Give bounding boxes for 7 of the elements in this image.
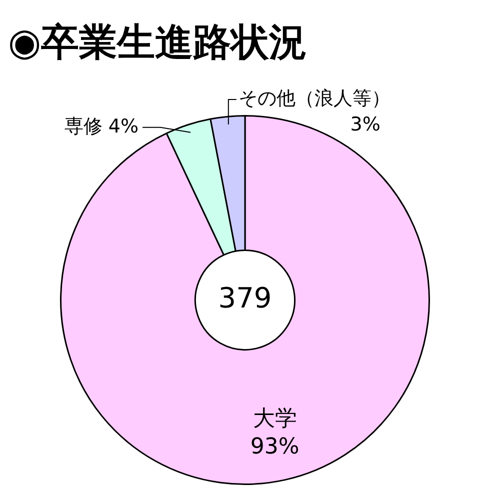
slice-label: その他（浪人等） [238, 87, 390, 110]
slice-label: 大学 [252, 406, 297, 432]
slice-label: 専修 4% [64, 115, 139, 138]
data-label: 3% [350, 113, 380, 136]
data-label: 93% [250, 434, 300, 460]
text: 379 [218, 281, 272, 314]
chart-title: ◉卒業生進路状況 [8, 20, 308, 64]
